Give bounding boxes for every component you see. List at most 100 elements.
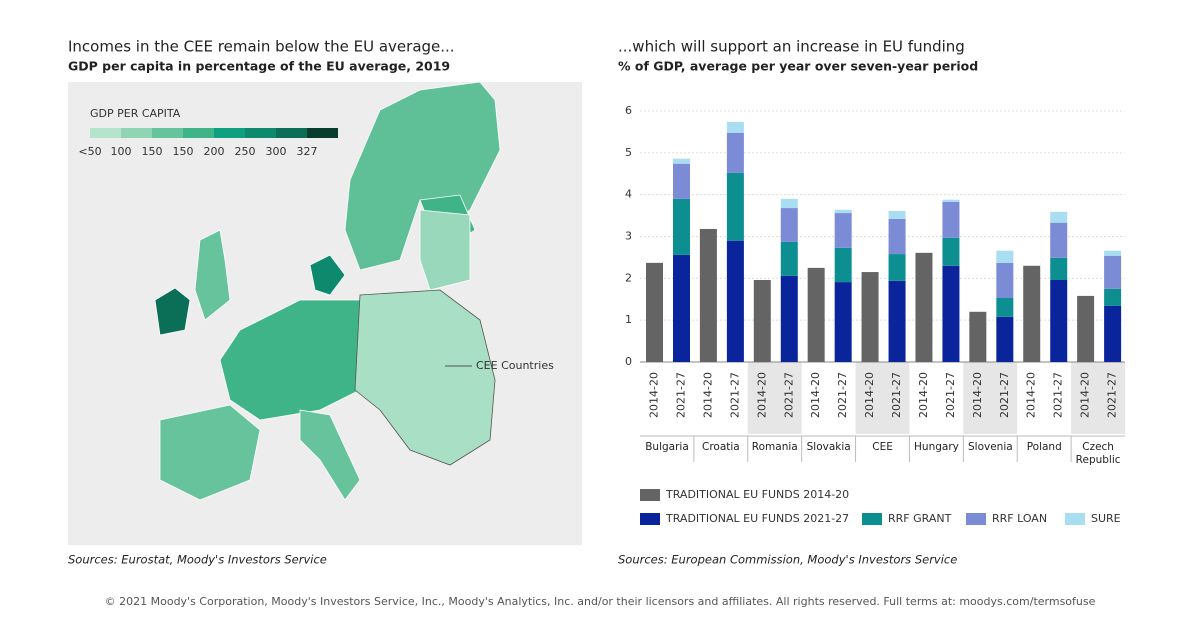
x-tick-label: 2014-20: [1025, 372, 1038, 418]
bar-segment: [699, 228, 717, 362]
group-label: Slovakia: [806, 441, 851, 453]
bar-segment: [726, 172, 744, 241]
bar-segment: [1050, 257, 1068, 281]
group-shade: [747, 362, 802, 434]
group-label: Slovenia: [967, 441, 1013, 453]
legend-swatch: [640, 513, 660, 525]
legend-label: <50: [78, 145, 101, 158]
legend-swatch: [862, 513, 882, 525]
bar-segment: [942, 201, 960, 238]
y-tick-label: 1: [625, 313, 632, 326]
bar-segment: [1104, 305, 1122, 362]
legend-label: TRADITIONAL EU FUNDS 2021-27: [665, 512, 849, 525]
bar-segment: [834, 247, 852, 283]
x-tick-label: 2021-27: [782, 372, 795, 418]
bar-segment: [996, 262, 1014, 298]
bar-segment: [861, 272, 879, 362]
bar-segment: [726, 240, 744, 362]
x-tick-label: 2021-27: [1106, 372, 1119, 418]
bar-segment: [996, 297, 1014, 317]
x-tick-label: 2014-20: [648, 372, 661, 418]
bar-segment: [673, 254, 690, 362]
legend-swatch: [245, 128, 276, 138]
x-tick-label: 2014-20: [971, 372, 984, 418]
legend-label: 100: [111, 145, 132, 158]
legend-swatch: [90, 128, 121, 138]
group-label: Romania: [751, 441, 798, 453]
legend-swatch: [307, 128, 338, 138]
legend-label: 150: [142, 145, 163, 158]
group-label: Bulgaria: [645, 441, 689, 453]
bar-segment: [834, 209, 852, 214]
legend-label: RRF LOAN: [992, 512, 1047, 525]
x-tick-label: 2021-27: [890, 372, 903, 418]
group-shade: [963, 362, 1018, 434]
legend-label: SURE: [1091, 512, 1121, 525]
bar-segment: [1050, 222, 1068, 258]
bar-segment: [673, 158, 690, 164]
bar-segment: [673, 198, 690, 255]
legend-swatch: [152, 128, 183, 138]
legend-label: 150: [173, 145, 194, 158]
x-tick-label: 2021-27: [1052, 372, 1065, 418]
bar-segment: [942, 199, 960, 202]
bar-segment: [888, 210, 906, 219]
bar-segment: [888, 254, 906, 281]
bar-segment: [646, 262, 663, 362]
bar-segment: [942, 237, 960, 266]
legend-swatch: [1065, 513, 1085, 525]
bar-segment: [673, 163, 690, 199]
bar-segment: [1104, 255, 1122, 289]
x-tick-label: 2021-27: [998, 372, 1011, 418]
y-tick-label: 5: [625, 146, 632, 159]
group-label: Croatia: [702, 441, 740, 453]
bar-segment: [726, 121, 744, 133]
group-shade: [1071, 362, 1125, 434]
bar-segment: [726, 132, 744, 173]
x-tick-label: 2014-20: [701, 372, 714, 418]
chart-subtitle: % of GDP, average per year over seven-ye…: [618, 59, 978, 74]
legend-label: 200: [204, 145, 225, 158]
legend-swatch: [183, 128, 214, 138]
legend-swatch: [214, 128, 245, 138]
x-tick-label: 2014-20: [755, 372, 768, 418]
bar-segment: [1104, 250, 1122, 256]
legend-label: 250: [235, 145, 256, 158]
bar-segment: [1050, 211, 1068, 223]
map-shapes: [154, 81, 501, 501]
x-tick-label: 2021-27: [836, 372, 849, 418]
legend-label: 300: [266, 145, 287, 158]
legend-label: TRADITIONAL EU FUNDS 2014-20: [665, 488, 849, 501]
y-tick-label: 4: [625, 188, 632, 201]
footer: © 2021 Moody's Corporation, Moody's Inve…: [105, 595, 1096, 608]
bar-segment: [1050, 280, 1068, 362]
legend-swatch: [121, 128, 152, 138]
y-tick-label: 3: [625, 230, 632, 243]
bar-segment: [780, 208, 798, 242]
bar-segment: [807, 267, 825, 362]
map-source: Sources: Eurostat, Moody's Investors Ser…: [68, 553, 327, 567]
x-tick-label: 2021-27: [675, 372, 688, 418]
map-subtitle: GDP per capita in percentage of the EU a…: [68, 59, 450, 74]
legend-label: 327: [297, 145, 318, 158]
bar-segment: [1077, 295, 1095, 362]
y-tick-label: 6: [625, 104, 632, 117]
y-tick-label: 0: [625, 355, 632, 368]
bar-segment: [888, 280, 906, 362]
x-tick-label: 2014-20: [863, 372, 876, 418]
bar-segment: [888, 218, 906, 255]
bar-segment: [780, 241, 798, 276]
legend-label: RRF GRANT: [888, 512, 952, 525]
group-label: Poland: [1026, 441, 1062, 453]
legend-swatch: [276, 128, 307, 138]
legend-swatch: [640, 489, 660, 501]
map-annotation: CEE Countries: [476, 359, 554, 372]
bar-segment: [969, 311, 987, 362]
legend-swatch: [966, 513, 986, 525]
x-tick-label: 2021-27: [728, 372, 741, 418]
bar-segment: [834, 282, 852, 362]
bar-segment: [1104, 288, 1122, 306]
chart-title: ...which will support an increase in EU …: [618, 38, 965, 56]
